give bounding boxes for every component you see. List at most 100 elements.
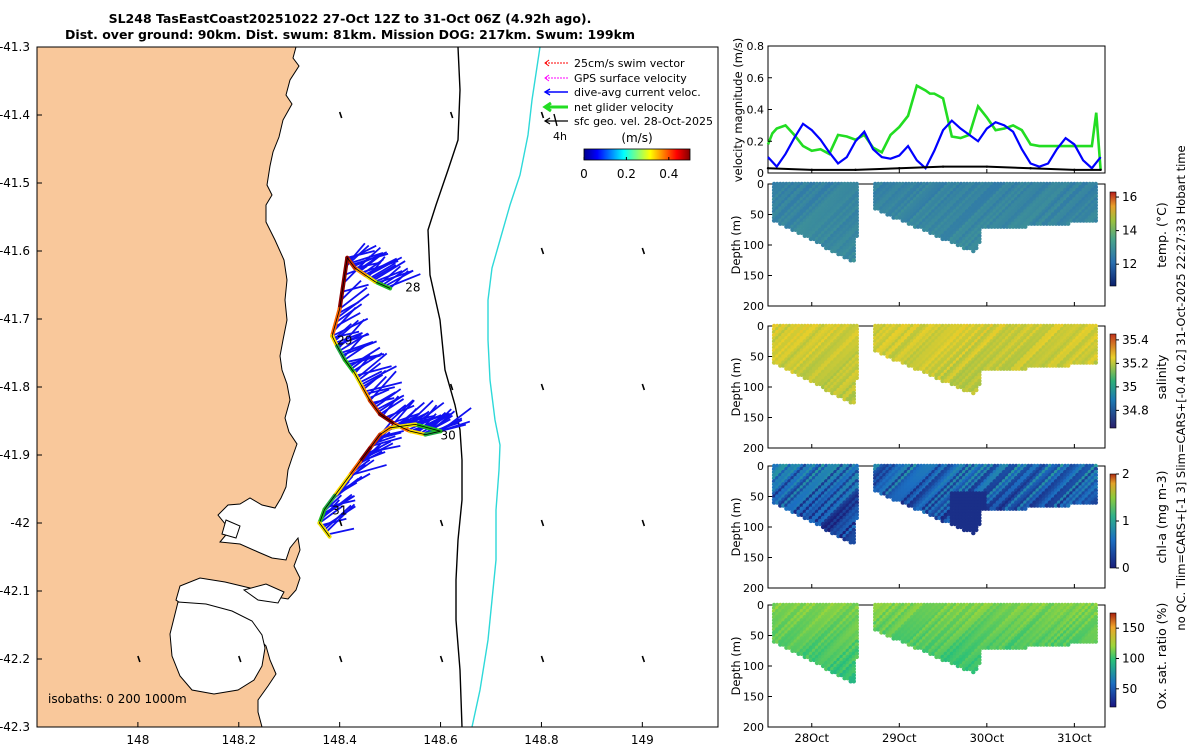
profile-point (1010, 181, 1016, 187)
profile-point (891, 187, 896, 193)
profile-point (955, 212, 961, 217)
geo-arrow (641, 519, 646, 527)
profile-point (915, 187, 921, 193)
profile-point (943, 218, 948, 223)
geo-arrow (449, 111, 454, 119)
profile-point (775, 181, 780, 187)
profile-point (824, 245, 829, 251)
map-ytick-label: -42.3 (0, 720, 30, 734)
profile-point (781, 187, 786, 193)
velocity-ytick-label: 0.2 (747, 135, 765, 148)
profile-point (1001, 218, 1007, 223)
profile-point (799, 194, 804, 199)
profile-point (955, 187, 961, 193)
profile-point (854, 212, 859, 217)
profile-point (824, 194, 829, 199)
profile-point (968, 203, 973, 208)
profile-point (873, 187, 878, 193)
current-vector (377, 270, 413, 284)
profile-point (897, 215, 902, 220)
profile-point (839, 251, 844, 257)
profile-point (796, 230, 801, 235)
profile-point (964, 239, 970, 245)
geo-arrow (238, 655, 242, 663)
profile-point (922, 194, 927, 199)
current-vector (424, 408, 452, 436)
profile-point (790, 212, 795, 217)
profile-point (842, 209, 847, 214)
profile-point (820, 209, 826, 214)
profile-point (882, 187, 887, 193)
profile-point (964, 181, 970, 187)
profile-point (915, 212, 921, 217)
profile-point (934, 194, 939, 199)
profile-point (958, 181, 964, 187)
profile-point (842, 203, 847, 208)
profile-point (882, 181, 887, 187)
section-colorbar (1109, 191, 1117, 287)
geo-arrow (540, 383, 545, 391)
profile-point (854, 224, 859, 229)
profile-point (964, 187, 970, 193)
profile-point (808, 212, 814, 217)
profile-point (992, 194, 997, 199)
legend-swim: 25cm/s swim vector (544, 57, 685, 70)
profile-point (940, 233, 945, 238)
profile-point (833, 194, 838, 199)
section-colorbar-label: 14 (1122, 224, 1137, 238)
profile-point (854, 233, 859, 238)
profile-point (974, 224, 979, 229)
profile-point (931, 187, 936, 193)
profile-point (842, 181, 847, 187)
profile-point (839, 187, 844, 193)
profile-point (814, 187, 820, 193)
profile-point (842, 251, 847, 257)
legend-swim-label: 25cm/s swim vector (574, 57, 685, 70)
profile-point (955, 209, 961, 214)
velocity-ylabel: velocity magnitude (m/s) (731, 38, 745, 183)
track-layer (317, 242, 472, 539)
profile-point (790, 203, 795, 208)
profile-point (925, 181, 930, 187)
profile-point (888, 209, 893, 214)
profile-point (790, 194, 795, 199)
profile-point (830, 233, 835, 238)
current-vector (361, 260, 399, 274)
profile-point (805, 233, 810, 238)
profile-point (934, 181, 939, 187)
profile-point (906, 203, 912, 208)
profile-point (781, 181, 786, 187)
profile-point (873, 181, 878, 187)
map-xtick-label: 149 (631, 733, 654, 747)
profile-point (1007, 181, 1013, 187)
day-label: 28 (405, 280, 420, 294)
profile-point (851, 258, 856, 263)
profile-point (925, 203, 930, 208)
profile-point (977, 521, 982, 527)
profile-point (787, 194, 792, 199)
map-axes: 148 148.2 148.4 148.6 148.8 149-41.3-41.4-41.… (0, 40, 654, 747)
profile-point (824, 218, 829, 223)
profile-point (915, 209, 921, 214)
profile-point (943, 203, 948, 208)
profile-point (974, 242, 979, 248)
profile-point (934, 224, 939, 229)
profile-point (781, 194, 786, 199)
profile-point (799, 203, 804, 208)
map-panel: 148 148.2 148.4 148.6 148.8 149-41.3-41.4-41.… (0, 40, 719, 747)
isobaths-label: isobaths: 0 200 1000m (48, 692, 187, 706)
geo-arrow (449, 383, 454, 391)
profile-point (775, 203, 780, 208)
current-vector (372, 260, 406, 282)
current-vector (352, 352, 383, 372)
geo-arrow (540, 247, 545, 255)
geo-arrow (439, 655, 444, 663)
geo-arrow (338, 519, 343, 527)
profile-point (888, 187, 893, 193)
profile-point (888, 212, 893, 217)
profile-point (839, 239, 844, 245)
section-colorbar (1109, 333, 1117, 429)
profile-point (940, 181, 945, 187)
geo-arrow (338, 111, 343, 119)
